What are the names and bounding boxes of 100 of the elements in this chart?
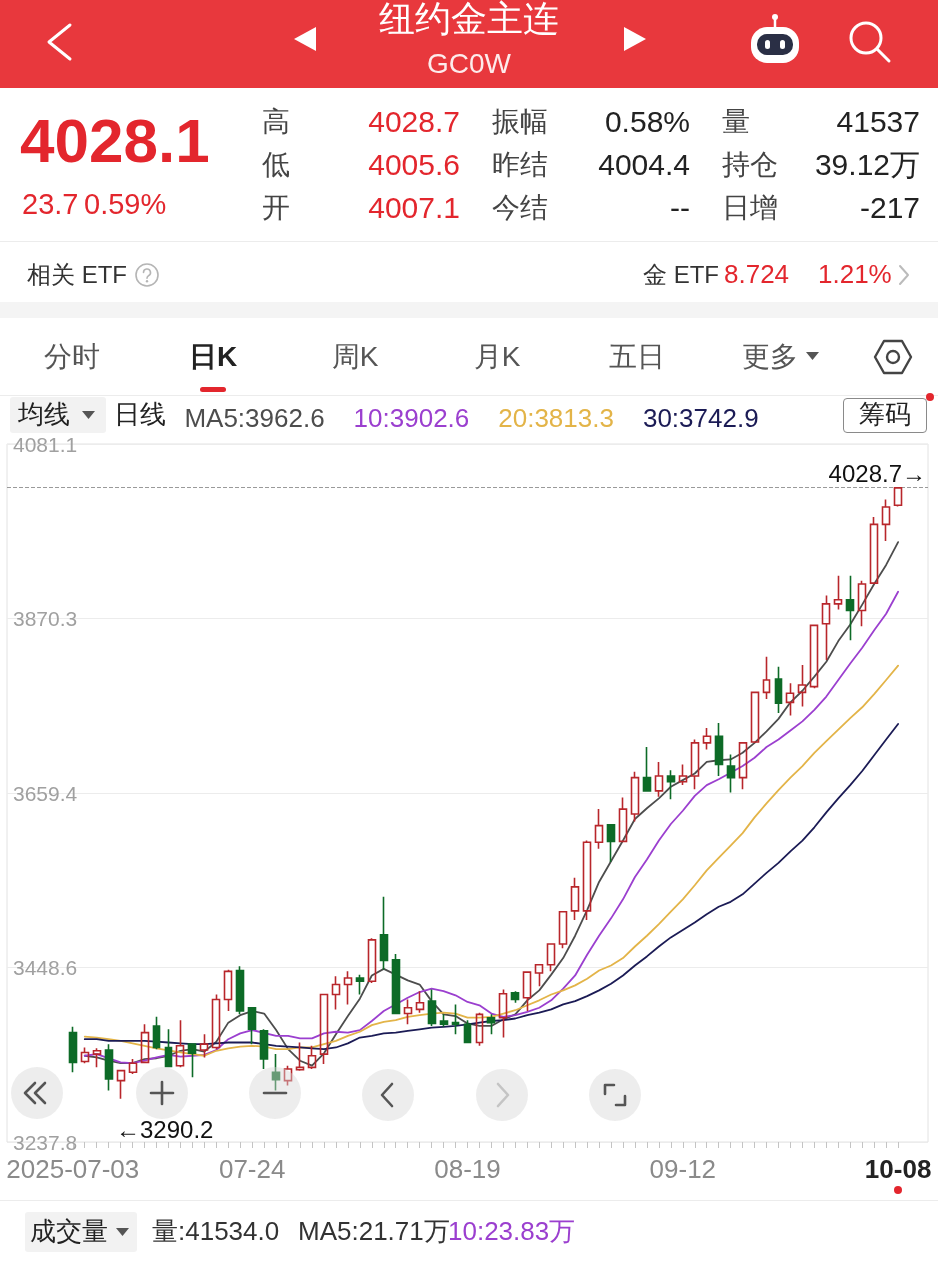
text: 8.724 xyxy=(724,259,790,290)
text: 周K xyxy=(331,340,379,374)
text: 相关 ETF xyxy=(27,261,127,289)
candlestick xyxy=(762,656,771,700)
candlestick xyxy=(774,665,783,714)
x-tick-label: 08-19 xyxy=(434,1154,501,1184)
candlestick xyxy=(187,1042,197,1079)
candlestick xyxy=(546,942,556,973)
text: 金 ETF xyxy=(643,261,719,289)
text: 开 xyxy=(262,191,290,225)
text: 4005.6 xyxy=(368,147,460,183)
candlestick xyxy=(259,1028,269,1070)
x-tick-label: 09-12 xyxy=(649,1154,717,1184)
text: 10:23.83万 xyxy=(448,1216,576,1247)
candlestick xyxy=(68,1025,78,1074)
candlestick xyxy=(140,1023,150,1064)
text: 10:3902.6 xyxy=(353,403,470,433)
x-tick-label: 07-24 xyxy=(218,1154,286,1184)
candlestick xyxy=(534,963,544,988)
candlestick xyxy=(797,664,807,708)
candlestick xyxy=(92,1047,102,1069)
candlestick xyxy=(331,975,341,1011)
text: 均线 xyxy=(18,399,70,430)
candlestick xyxy=(881,498,891,542)
candlestick xyxy=(379,896,389,971)
candlestick xyxy=(427,988,437,1027)
candlestick xyxy=(618,796,628,844)
y-tick-label: 3870.3 xyxy=(13,606,78,630)
text: -- xyxy=(670,190,690,226)
text: 更多 xyxy=(742,340,798,374)
text: 日增 xyxy=(722,191,778,225)
candlestick xyxy=(152,1016,161,1050)
candlestick xyxy=(199,1033,209,1059)
text: 日线 xyxy=(114,399,166,430)
text: 23.7 xyxy=(22,188,79,222)
candlestick xyxy=(307,1045,317,1070)
candlestick xyxy=(211,993,221,1050)
candlestick xyxy=(343,970,353,1006)
text: 分时 xyxy=(44,340,100,374)
candlestick xyxy=(857,579,867,627)
text: 39.12万 xyxy=(814,147,920,183)
candlestick xyxy=(570,877,580,921)
annotation: ←3290.2 xyxy=(116,1116,214,1144)
candlestick xyxy=(295,1041,305,1072)
line-series xyxy=(83,723,899,1051)
candlestick xyxy=(594,808,604,850)
candlestick xyxy=(642,746,652,793)
text: 振幅 xyxy=(492,105,548,139)
y-tick-label: 3448.6 xyxy=(13,956,78,980)
candlestick xyxy=(893,486,903,508)
text: 高 xyxy=(262,105,290,139)
text: -217 xyxy=(859,190,920,226)
candlestick xyxy=(355,973,365,996)
text: 4028.1 xyxy=(20,105,210,177)
candlestick xyxy=(690,738,700,791)
y-tick-label: 3237.8 xyxy=(13,1130,78,1154)
candlestick xyxy=(175,1019,185,1069)
text: 持仓 xyxy=(722,148,778,182)
ref-line-label: 4028.7→ xyxy=(828,459,926,487)
candlestick xyxy=(391,953,401,1016)
candlestick xyxy=(785,682,795,717)
candlestick xyxy=(714,722,724,777)
candlestick xyxy=(403,998,413,1026)
text: 低 xyxy=(262,148,290,182)
candlestick xyxy=(319,992,329,1065)
candlestick xyxy=(558,910,568,949)
text: 筹码 xyxy=(859,399,911,430)
text: MA5:21.71万 xyxy=(298,1216,450,1247)
candlestick xyxy=(750,690,760,744)
candlestick xyxy=(475,1011,484,1047)
candlestick xyxy=(606,823,616,863)
candlestick xyxy=(702,727,712,751)
candlestick xyxy=(463,1019,472,1045)
y-tick-label: 3659.4 xyxy=(13,781,78,805)
text: 日K xyxy=(188,340,238,374)
text: 4007.1 xyxy=(368,190,460,226)
text: 量:41534.0 xyxy=(152,1216,280,1247)
candlestick xyxy=(833,574,843,611)
candlestick xyxy=(510,990,520,1004)
text: 4028.7 xyxy=(368,104,460,140)
candlestick xyxy=(738,742,748,791)
candlestick xyxy=(116,1069,126,1100)
candlestick xyxy=(821,594,831,661)
candlestick xyxy=(678,763,688,786)
chart-title: 纽约金主连 xyxy=(379,0,559,40)
chart-subtitle: GC0W xyxy=(427,47,511,81)
text: MA5:3962.6 xyxy=(184,403,325,433)
text: 今结 xyxy=(492,191,548,225)
text: 4004.4 xyxy=(598,147,690,183)
candlestick xyxy=(104,1043,114,1092)
line-series xyxy=(83,664,899,1057)
text: 昨结 xyxy=(492,148,548,182)
x-tick-label: 2025-07-03 xyxy=(6,1154,140,1184)
candlestick xyxy=(522,970,532,1012)
text: 量 xyxy=(722,105,750,139)
candlestick xyxy=(451,1003,460,1036)
candlestick xyxy=(666,769,676,800)
candlestick xyxy=(439,1013,449,1028)
text: 0.58% xyxy=(604,104,690,140)
text: 五日 xyxy=(609,340,665,374)
